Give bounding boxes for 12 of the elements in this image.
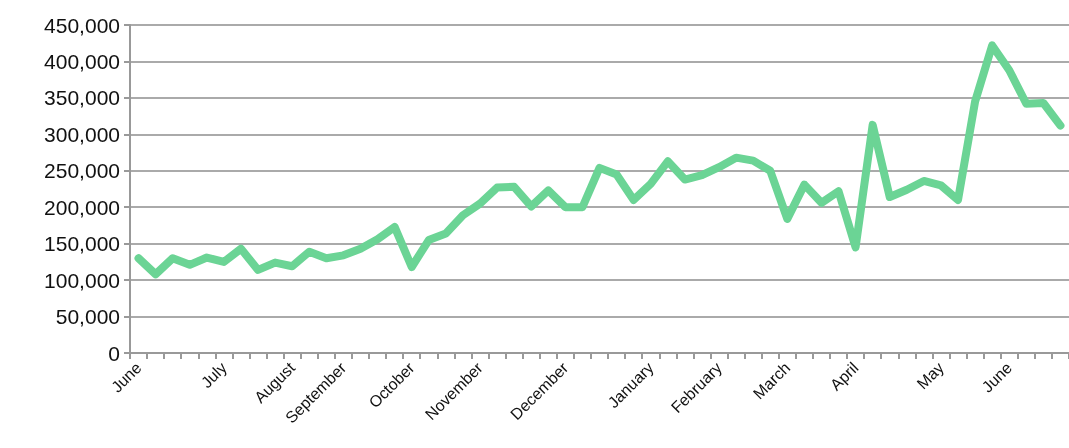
y-tick-label: 50,000	[55, 305, 120, 329]
y-tick-label: 300,000	[44, 122, 120, 146]
y-tick-label: 100,000	[44, 268, 120, 292]
y-tick-label: 350,000	[44, 86, 120, 110]
y-tick-label: 150,000	[44, 232, 120, 256]
x-tick-label: July	[197, 358, 230, 392]
y-tick-label: 450,000	[44, 13, 120, 37]
x-tick-label: May	[913, 358, 947, 393]
y-tick-label: 200,000	[44, 195, 120, 219]
y-tick-label: 400,000	[44, 49, 120, 73]
y-tick-label: 250,000	[44, 159, 120, 183]
y-tick-label: 0	[108, 341, 120, 365]
